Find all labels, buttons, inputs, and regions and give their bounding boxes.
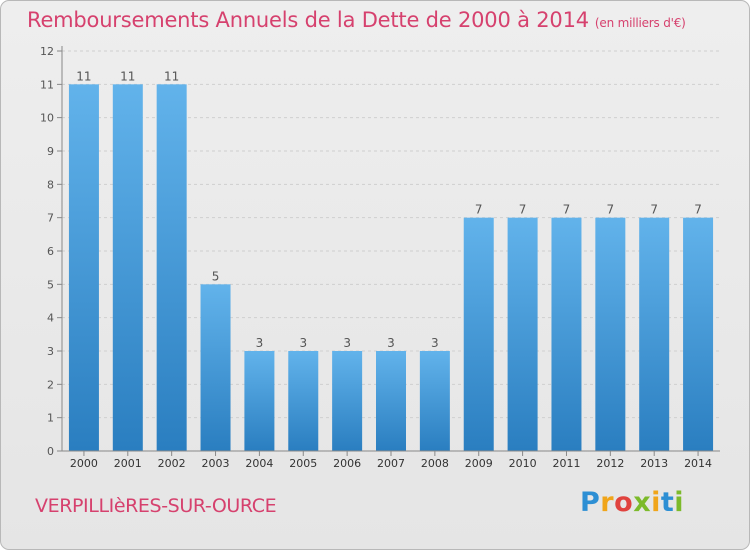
data-label: 5 <box>212 269 220 283</box>
y-tick-label: 3 <box>47 345 54 358</box>
x-tick-label: 2010 <box>509 457 537 470</box>
y-tick-label: 6 <box>47 245 54 258</box>
bar <box>551 217 582 451</box>
data-label: 7 <box>519 203 527 217</box>
x-tick-label: 2013 <box>640 457 668 470</box>
chart-title-text: Remboursements Annuels de la Dette de 20… <box>27 8 589 32</box>
chart-title: Remboursements Annuels de la Dette de 20… <box>27 8 686 32</box>
x-tick-label: 2009 <box>465 457 493 470</box>
chart-unit: (en milliers d'€) <box>594 16 686 30</box>
bar <box>288 351 319 451</box>
y-tick-label: 1 <box>47 412 54 425</box>
proxiti-logo: Proxiti <box>580 487 685 518</box>
x-tick-label: 2003 <box>202 457 230 470</box>
x-tick-label: 2001 <box>114 457 142 470</box>
data-label: 3 <box>431 336 439 350</box>
x-tick-label: 2012 <box>596 457 624 470</box>
data-label: 11 <box>76 69 91 83</box>
data-label: 7 <box>563 203 571 217</box>
y-tick-label: 11 <box>40 78 54 91</box>
x-tick-label: 2014 <box>684 457 712 470</box>
y-tick-label: 2 <box>47 378 54 391</box>
data-label: 11 <box>120 69 135 83</box>
bar <box>376 351 406 451</box>
data-label: 7 <box>694 203 702 217</box>
y-tick-label: 9 <box>47 145 54 158</box>
y-tick-label: 8 <box>47 178 54 191</box>
data-label: 3 <box>299 336 307 350</box>
x-tick-label: 2002 <box>158 457 186 470</box>
data-label: 3 <box>343 336 351 350</box>
x-tick-label: 2006 <box>333 457 361 470</box>
data-label: 11 <box>164 69 179 83</box>
data-label: 7 <box>475 203 483 217</box>
data-label: 7 <box>607 203 615 217</box>
x-tick-label: 2000 <box>70 457 98 470</box>
y-tick-label: 10 <box>40 112 54 125</box>
y-tick-label: 5 <box>47 278 54 291</box>
y-tick-label: 4 <box>47 312 54 325</box>
x-tick-label: 2005 <box>289 457 317 470</box>
data-label: 3 <box>256 336 264 350</box>
commune-name: VERPILLIèRES-SUR-OURCE <box>35 495 277 517</box>
y-tick-label: 12 <box>40 45 54 58</box>
bar <box>200 284 231 451</box>
bar <box>332 351 363 451</box>
bar <box>463 217 494 451</box>
x-tick-label: 2007 <box>377 457 405 470</box>
bar <box>112 84 143 451</box>
data-label: 7 <box>650 203 658 217</box>
bar <box>419 351 450 451</box>
bar <box>244 351 275 451</box>
x-tick-label: 2008 <box>421 457 449 470</box>
y-tick-label: 7 <box>47 212 54 225</box>
bar <box>156 84 187 451</box>
bar <box>639 217 670 451</box>
y-tick-label: 0 <box>47 445 54 458</box>
bar <box>595 217 626 451</box>
bar <box>507 217 538 451</box>
x-tick-label: 2011 <box>552 457 580 470</box>
data-label: 3 <box>387 336 395 350</box>
bar <box>683 217 714 451</box>
x-tick-label: 2004 <box>245 457 273 470</box>
bar <box>68 84 99 451</box>
